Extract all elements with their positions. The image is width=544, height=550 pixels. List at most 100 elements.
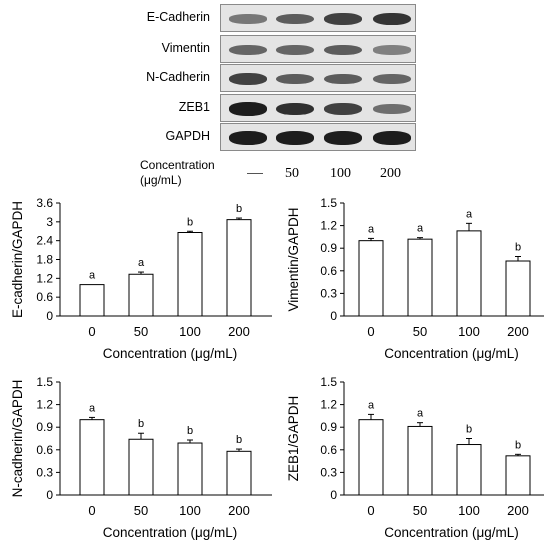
bar [505,260,531,317]
blot-strip [220,94,416,122]
y-tick-label: 0.6 [320,443,337,457]
concentration-legend-label: Concentration (μg/mL) [140,158,215,188]
y-tick-label: 1.5 [320,375,337,389]
bar [407,425,433,496]
y-tick-label: 1.2 [320,398,337,412]
blot-label: ZEB1 [178,100,210,114]
significance-label: a [417,223,424,235]
y-tick-label: 0.3 [320,465,337,479]
significance-label: b [236,203,242,215]
x-axis-label: Concentration (μg/mL) [103,346,238,361]
x-tick-label: 0 [88,503,95,518]
significance-label: b [466,424,472,436]
x-tick-label: 200 [507,503,529,518]
y-tick-label: 0 [330,309,337,323]
x-axis-label: Concentration (μg/mL) [384,346,519,361]
x-axis-label: Concentration (μg/mL) [384,525,519,540]
significance-label: b [515,439,521,451]
y-axis-label: E-cadherin/GAPDH [10,201,25,318]
concentration-value: 100 [330,166,351,181]
blot-band [229,44,267,56]
y-tick-label: 1.8 [36,253,53,267]
x-tick-label: 100 [179,503,201,518]
blot-band [276,102,314,116]
bar [226,450,252,496]
control-dash-mark [247,173,263,174]
blot-band [324,73,362,85]
blot-band [324,131,362,145]
x-tick-label: 0 [367,324,374,339]
bar [358,240,384,317]
blot-strip [220,64,416,92]
x-tick-label: 50 [134,503,148,518]
significance-label: b [187,216,193,228]
blot-band [324,44,362,56]
bar [358,419,384,496]
significance-label: a [417,408,424,420]
y-axis-label: ZEB1/GAPDH [286,396,301,482]
concentration-value: 50 [285,166,299,181]
bar [79,284,105,317]
bar [407,238,433,317]
blot-label: Vimentin [161,41,210,55]
y-axis-label: N-cadherin/GAPDH [10,380,25,498]
x-tick-label: 50 [413,324,427,339]
blot-strip [220,35,416,63]
significance-label: a [368,223,375,235]
significance-label: a [466,208,473,220]
blot-band [373,45,411,55]
x-tick-label: 200 [228,324,250,339]
y-tick-label: 0 [330,488,337,502]
blot-band [373,12,411,26]
significance-label: b [236,434,242,446]
y-tick-label: 0.3 [36,465,53,479]
y-tick-label: 1.5 [320,196,337,210]
blot-band [229,131,267,145]
blot-label: N-Cadherin [146,70,210,84]
blot-band [373,131,411,145]
significance-label: b [138,418,144,430]
y-tick-label: 1.5 [36,375,53,389]
bar [456,230,482,317]
bar [226,219,252,317]
blot-band [276,73,314,85]
x-tick-label: 200 [228,503,250,518]
blot-band [276,131,314,145]
significance-label: b [515,241,521,253]
blot-band [229,102,267,116]
concentration-label-line2: (μg/mL) [140,173,182,187]
blot-band [229,14,267,24]
blot-band [324,103,362,115]
blot-band [373,73,411,85]
x-tick-label: 200 [507,324,529,339]
y-tick-label: 3 [46,215,53,229]
concentration-value: 200 [380,166,401,181]
x-tick-label: 0 [88,324,95,339]
blot-label: GAPDH [165,129,210,143]
y-tick-label: 0.6 [320,264,337,278]
x-tick-label: 100 [458,324,480,339]
x-tick-label: 100 [179,324,201,339]
bar [456,444,482,496]
y-tick-label: 0.6 [36,290,53,304]
blot-band [229,73,267,85]
blot-band [276,44,314,56]
bar [505,455,531,496]
y-tick-label: 0.9 [36,420,53,434]
bar [177,442,203,496]
blot-strip [220,4,416,32]
significance-label: a [89,270,96,282]
y-tick-label: 1.2 [320,219,337,233]
x-axis-label: Concentration (μg/mL) [103,525,238,540]
x-tick-label: 50 [413,503,427,518]
x-tick-label: 100 [458,503,480,518]
blot-band [324,13,362,25]
y-tick-label: 2.4 [36,234,53,248]
blot-band [373,104,411,114]
blot-strip [220,123,416,151]
bar [128,273,154,317]
significance-label: b [187,425,193,437]
y-tick-label: 3.6 [36,196,53,210]
significance-label: a [89,402,96,414]
y-tick-label: 0 [46,309,53,323]
